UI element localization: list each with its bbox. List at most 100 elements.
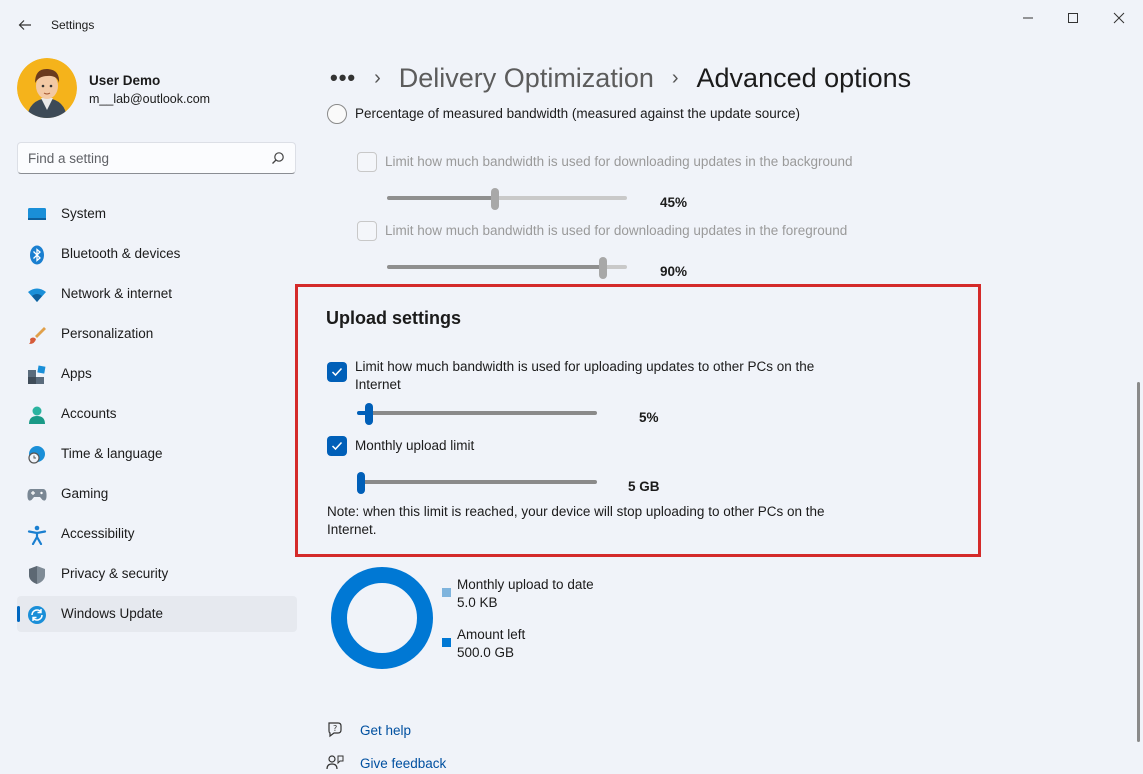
sidebar-item-label: Privacy & security — [61, 566, 169, 581]
gamepad-icon — [27, 485, 47, 505]
globe-clock-icon — [27, 445, 47, 465]
get-help-link[interactable]: Get help — [360, 723, 412, 738]
page-title: Advanced options — [696, 62, 912, 93]
user-name: User Demo — [89, 73, 161, 88]
scrollbar[interactable] — [1137, 382, 1140, 742]
wifi-icon — [27, 285, 47, 305]
brush-icon — [27, 325, 47, 345]
upload-note-line1: Note: when this limit is reached, your d… — [327, 504, 825, 519]
upload-limit-checkbox[interactable] — [327, 362, 347, 382]
close-icon — [1113, 12, 1125, 24]
account-icon — [27, 405, 47, 425]
shield-icon — [27, 565, 47, 585]
chevron-right-icon: › — [374, 66, 381, 89]
slider-track — [495, 196, 627, 200]
monthly-upload-slider[interactable] — [357, 472, 597, 494]
sidebar-item-label: Personalization — [61, 326, 154, 341]
sidebar-item-label: Accessibility — [61, 526, 135, 541]
slider-fill — [357, 411, 369, 415]
foreground-limit-label: Limit how much bandwidth is used for dow… — [385, 223, 848, 238]
sidebar-item-bluetooth[interactable]: Bluetooth & devices — [17, 236, 297, 272]
background-slider[interactable] — [387, 188, 627, 210]
sidebar-item-label: Windows Update — [61, 606, 164, 621]
maximize-icon — [1068, 13, 1078, 23]
slider-track — [603, 265, 627, 269]
upload-limit-slider[interactable] — [357, 403, 597, 425]
donut-amount-left — [331, 567, 433, 669]
minimize-icon — [1023, 17, 1033, 19]
upload-to-date-value: 5.0 KB — [457, 595, 498, 610]
sidebar-item-personalization[interactable]: Personalization — [17, 316, 297, 352]
sidebar-item-label: Network & internet — [61, 286, 173, 301]
amount-left-label: Amount left — [457, 627, 526, 642]
upload-usage-donut-chart — [331, 567, 433, 669]
sidebar-item-apps[interactable]: Apps — [17, 356, 297, 392]
sidebar-item-windows-update[interactable]: Windows Update — [17, 596, 297, 632]
monthly-upload-label: Monthly upload limit — [355, 438, 475, 453]
background-limit-checkbox[interactable] — [357, 152, 377, 172]
back-button[interactable] — [14, 14, 36, 36]
background-value: 45% — [660, 195, 688, 210]
slider-fill — [387, 196, 495, 200]
amount-left-value: 500.0 GB — [457, 645, 515, 660]
app-title: Settings — [51, 18, 95, 32]
user-email: m__lab@outlook.com — [89, 92, 211, 106]
sidebar-item-accessibility[interactable]: Accessibility — [17, 516, 297, 552]
chevron-right-icon: › — [671, 66, 679, 89]
sidebar-item-privacy[interactable]: Privacy & security — [17, 556, 297, 592]
title-bar: Settings — [0, 0, 1143, 48]
foreground-value: 90% — [660, 264, 688, 279]
bluetooth-icon — [27, 245, 47, 265]
slider-thumb[interactable] — [599, 257, 607, 279]
sidebar: User Demo m__lab@outlook.com Find a sett… — [0, 48, 310, 774]
slider-thumb[interactable] — [357, 472, 365, 494]
breadcrumb-overflow-button[interactable]: ••• — [330, 65, 357, 90]
foreground-slider[interactable] — [387, 257, 627, 279]
upload-limit-label-line1: Limit how much bandwidth is used for upl… — [355, 359, 815, 374]
upload-limit-label-line2: Internet — [355, 377, 401, 392]
sidebar-item-label: Bluetooth & devices — [61, 246, 181, 261]
give-feedback-link[interactable]: Give feedback — [360, 756, 447, 771]
upload-settings-title: Upload settings — [326, 308, 462, 328]
slider-track — [357, 480, 597, 484]
highlight-box — [295, 284, 981, 557]
update-icon — [27, 605, 47, 625]
sidebar-item-network[interactable]: Network & internet — [17, 276, 297, 312]
sidebar-item-accounts[interactable]: Accounts — [17, 396, 297, 432]
monthly-upload-checkbox[interactable] — [327, 436, 347, 456]
minimize-button[interactable] — [1005, 6, 1051, 30]
back-arrow-icon — [18, 20, 31, 30]
upload-limit-value: 5% — [639, 410, 659, 425]
sidebar-item-system[interactable]: System — [17, 196, 297, 232]
search-placeholder: Find a setting — [28, 151, 110, 166]
sidebar-item-label: Time & language — [61, 446, 163, 461]
maximize-button[interactable] — [1050, 6, 1096, 30]
close-button[interactable] — [1096, 6, 1142, 30]
upload-note-line2: Internet. — [327, 522, 377, 537]
foreground-limit-checkbox[interactable] — [357, 221, 377, 241]
slider-thumb[interactable] — [365, 403, 373, 425]
slider-fill — [387, 265, 603, 269]
svg-text:?: ? — [333, 724, 337, 733]
upload-to-date-label: Monthly upload to date — [457, 577, 594, 592]
legend-to-date-swatch — [442, 588, 451, 597]
breadcrumb-parent[interactable]: Delivery Optimization — [398, 62, 654, 93]
sidebar-item-label: Gaming — [61, 486, 109, 501]
measured-bandwidth-radio[interactable] — [327, 104, 347, 124]
sidebar-item-gaming[interactable]: Gaming — [17, 476, 297, 512]
avatar[interactable] — [17, 58, 77, 118]
slider-thumb[interactable] — [491, 188, 499, 210]
sidebar-item-time-language[interactable]: Time & language — [17, 436, 297, 472]
help-icon: ? — [328, 722, 342, 738]
sidebar-item-label: Accounts — [61, 406, 117, 421]
feedback-icon — [326, 755, 344, 770]
checkmark-icon — [331, 441, 343, 451]
active-indicator — [17, 606, 20, 622]
slider-track — [369, 411, 597, 415]
sidebar-item-label: System — [61, 206, 107, 221]
measured-bandwidth-label: Percentage of measured bandwidth (measur… — [355, 106, 801, 121]
search-input[interactable]: Find a setting — [17, 142, 296, 174]
user-avatar-icon — [17, 58, 77, 118]
legend-amount-left-swatch — [442, 638, 451, 647]
system-icon — [27, 205, 47, 225]
